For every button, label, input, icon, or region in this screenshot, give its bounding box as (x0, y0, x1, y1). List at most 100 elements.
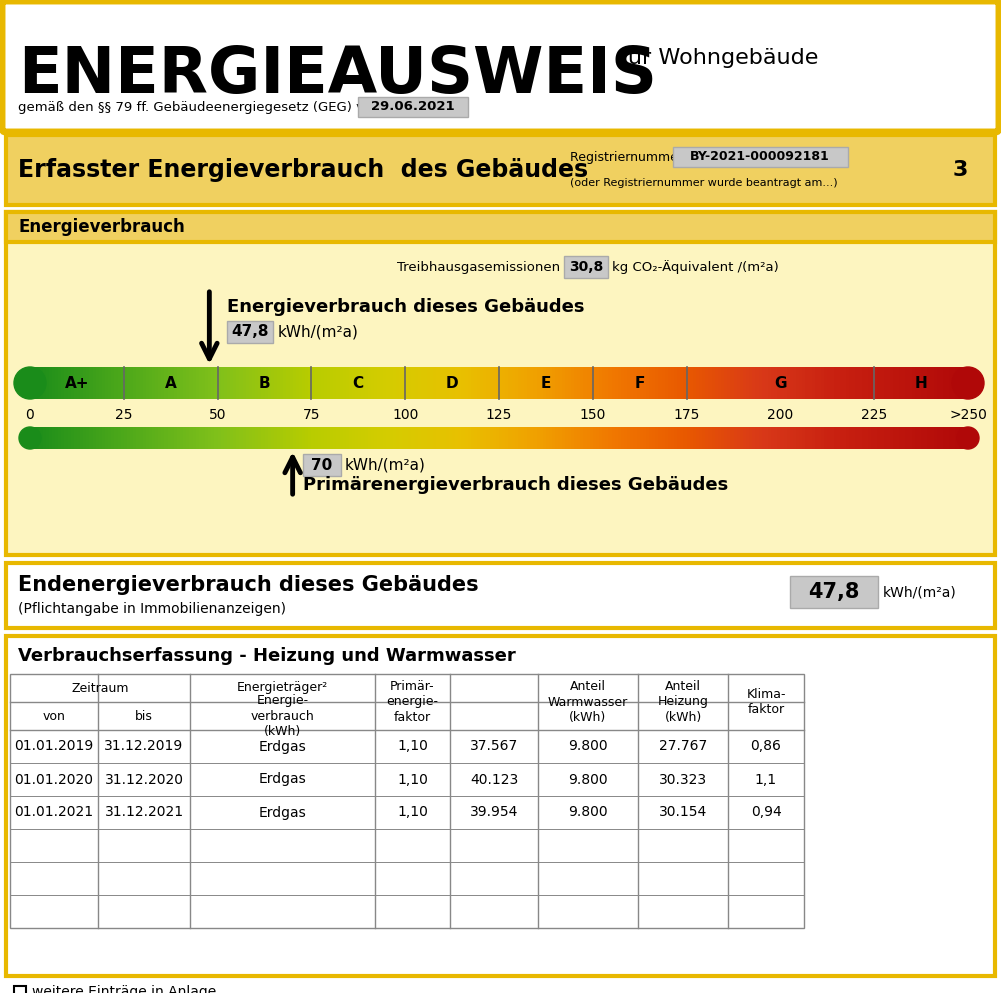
Bar (139, 367, 142, 399)
Bar (242, 427, 245, 449)
Bar (292, 367, 295, 399)
Bar (99, 427, 102, 449)
Bar (86, 367, 89, 399)
Bar (470, 367, 474, 399)
Bar (299, 367, 302, 399)
Bar (615, 427, 618, 449)
Bar (121, 367, 124, 399)
Bar (33, 367, 36, 399)
Bar (439, 367, 442, 399)
Bar (646, 367, 649, 399)
Bar (603, 367, 606, 399)
Bar (599, 367, 603, 399)
Bar (743, 367, 746, 399)
Bar (896, 367, 899, 399)
Bar (102, 427, 105, 449)
Bar (943, 427, 946, 449)
Bar (609, 367, 612, 399)
Circle shape (19, 427, 41, 449)
Bar (317, 427, 320, 449)
Text: Verbrauchserfassung - Heizung und Warmwasser: Verbrauchserfassung - Heizung und Warmwa… (18, 647, 516, 665)
Bar (58, 427, 61, 449)
Bar (96, 367, 99, 399)
Bar (590, 427, 593, 449)
Bar (699, 367, 703, 399)
Bar (492, 367, 495, 399)
Text: 27.767: 27.767 (659, 740, 707, 754)
Bar (890, 427, 893, 449)
Text: 30,8: 30,8 (569, 260, 604, 274)
Bar (887, 367, 890, 399)
Bar (383, 427, 386, 449)
Text: 01.01.2021: 01.01.2021 (14, 805, 93, 819)
Bar (339, 427, 342, 449)
Bar (452, 427, 455, 449)
Bar (289, 427, 292, 449)
Bar (728, 367, 731, 399)
Bar (809, 367, 812, 399)
Bar (111, 367, 114, 399)
Bar (111, 427, 114, 449)
Text: für Wohngebäude: für Wohngebäude (620, 48, 819, 68)
Text: Registriernummer ²: Registriernummer ² (570, 151, 692, 164)
Bar (186, 427, 189, 449)
Bar (30, 367, 33, 399)
Bar (756, 427, 759, 449)
Bar (299, 427, 302, 449)
Bar (909, 367, 912, 399)
Bar (36, 427, 39, 449)
Bar (336, 367, 339, 399)
Bar (305, 367, 308, 399)
Text: 200: 200 (768, 408, 794, 422)
Bar (877, 427, 881, 449)
Bar (71, 367, 74, 399)
Text: 40.123: 40.123 (469, 773, 519, 786)
Text: 1,10: 1,10 (397, 805, 428, 819)
Text: kWh/(m²a): kWh/(m²a) (883, 585, 957, 599)
Bar (653, 427, 656, 449)
Bar (687, 427, 690, 449)
Bar (217, 427, 221, 449)
Bar (370, 427, 374, 449)
Bar (152, 427, 155, 449)
Text: 175: 175 (674, 408, 700, 422)
Bar (799, 367, 802, 399)
Bar (618, 427, 621, 449)
Bar (314, 427, 317, 449)
Bar (771, 427, 774, 449)
Bar (762, 367, 765, 399)
Bar (503, 427, 506, 449)
Bar (249, 427, 252, 449)
Bar (161, 367, 164, 399)
Bar (499, 427, 503, 449)
Bar (467, 367, 470, 399)
Bar (286, 427, 289, 449)
Text: 150: 150 (580, 408, 606, 422)
Bar (506, 427, 509, 449)
Bar (280, 367, 283, 399)
Bar (121, 427, 124, 449)
Bar (590, 367, 593, 399)
Bar (171, 427, 174, 449)
Bar (320, 427, 324, 449)
Bar (515, 367, 518, 399)
Bar (124, 367, 127, 399)
Bar (659, 427, 662, 449)
Bar (740, 427, 743, 449)
Bar (862, 367, 865, 399)
Bar (634, 367, 637, 399)
Bar (584, 427, 587, 449)
Bar (712, 367, 715, 399)
Bar (167, 367, 171, 399)
Bar (367, 367, 370, 399)
Bar (574, 427, 578, 449)
Text: C: C (352, 375, 363, 390)
Bar (239, 427, 242, 449)
Bar (931, 427, 934, 449)
Text: 75: 75 (302, 408, 320, 422)
Bar (74, 367, 77, 399)
Bar (806, 427, 809, 449)
Bar (924, 427, 927, 449)
Bar (42, 367, 46, 399)
Bar (377, 367, 380, 399)
